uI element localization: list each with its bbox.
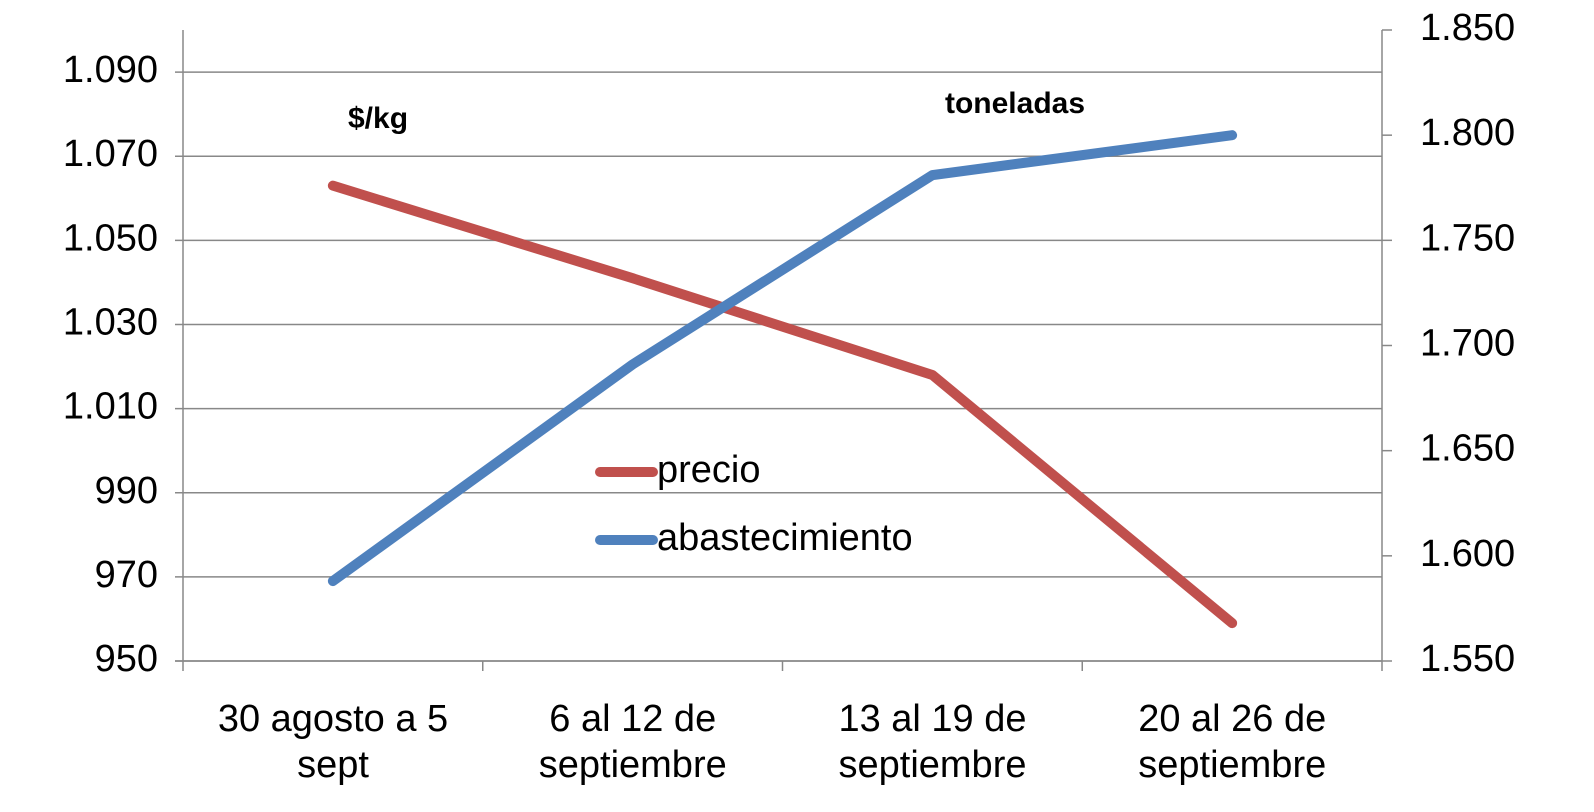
y-tick-label: 1.070 — [63, 133, 158, 175]
series-line — [327, 130, 1238, 587]
y2-tick-label: 1.850 — [1420, 7, 1515, 49]
x-tick-label: 13 al 19 de septiembre — [838, 698, 1027, 786]
y-tick-label: 950 — [95, 638, 158, 680]
y-tick-label: 970 — [95, 554, 158, 596]
y-tick-label: 990 — [95, 470, 158, 512]
legend-label: precio — [657, 449, 761, 491]
y2-tick-label: 1.650 — [1420, 428, 1515, 470]
y2-tick-label: 1.600 — [1420, 533, 1515, 575]
y2-tick-label: 1.700 — [1420, 323, 1515, 365]
y2-tick-label: 1.750 — [1420, 217, 1515, 259]
legend-label: abastecimiento — [657, 517, 913, 559]
y2-tick-label: 1.550 — [1420, 638, 1515, 680]
annotation: $/kg — [348, 102, 408, 135]
y-tick-label: 1.010 — [63, 386, 158, 428]
y-tick-label: 1.090 — [63, 49, 158, 91]
x-tick-label: 30 agosto a 5 sept — [217, 698, 449, 786]
y-tick-label: 1.050 — [63, 217, 158, 259]
y-tick-label: 1.030 — [63, 301, 158, 343]
series-line — [327, 180, 1238, 629]
x-tick-label: 6 al 12 de septiembre — [538, 698, 727, 786]
x-tick-label: 20 al 26 de septiembre — [1138, 698, 1327, 786]
y2-tick-label: 1.800 — [1420, 112, 1515, 154]
annotation: toneladas — [945, 87, 1085, 120]
